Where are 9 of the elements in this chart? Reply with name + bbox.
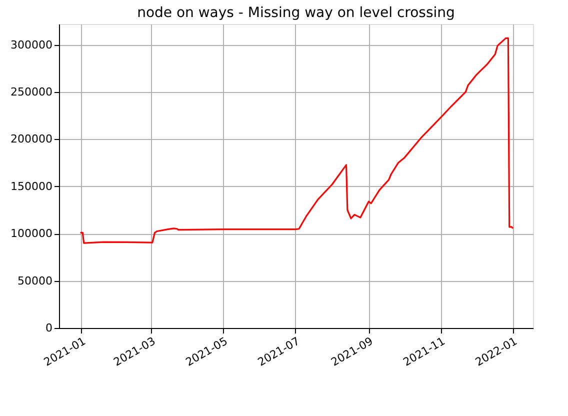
y-tick-label: 0 xyxy=(46,322,52,334)
y-tick-label: 50000 xyxy=(18,274,52,288)
y-tick-label: 100000 xyxy=(10,227,52,240)
y-tick-label: 250000 xyxy=(10,85,52,98)
line-series xyxy=(79,37,514,244)
y-tick-label: 300000 xyxy=(10,38,52,52)
y-tick-label: 200000 xyxy=(10,132,52,146)
y-tick-label: 150000 xyxy=(10,180,52,193)
chart-title: node on ways - Missing way on level crossing xyxy=(137,5,455,21)
